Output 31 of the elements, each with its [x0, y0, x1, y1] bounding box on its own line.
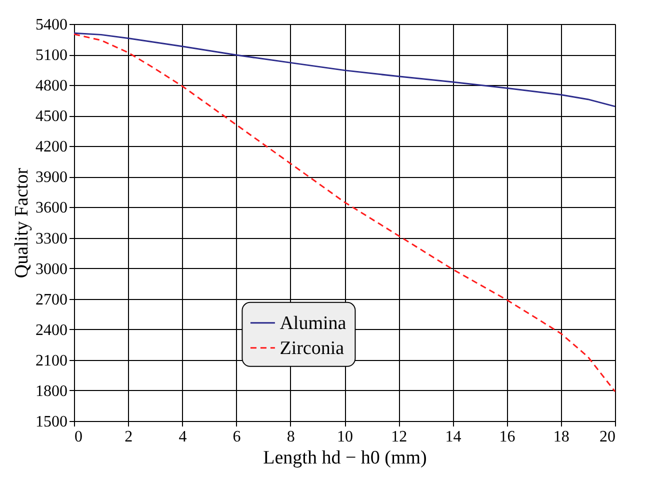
y-tick-label: 4800	[36, 78, 68, 95]
y-tick-label: 2700	[36, 291, 68, 308]
x-tick-label: 2	[124, 428, 133, 446]
y-tick-label: 5100	[36, 47, 68, 64]
x-tick-label: 12	[391, 428, 408, 446]
y-tick-label: 3600	[36, 200, 68, 217]
x-axis-title: Length hd − h0 (mm)	[263, 448, 427, 468]
x-tick-label: 6	[232, 428, 241, 446]
x-tick-label: 14	[445, 428, 462, 446]
y-tick-label: 3900	[36, 169, 68, 186]
x-tick-label: 16	[499, 428, 516, 446]
y-tick-label: 3000	[36, 260, 68, 278]
x-tick-label: 18	[553, 428, 570, 446]
y-tick-label: 5400	[36, 16, 68, 34]
y-tick-label: 4200	[36, 138, 68, 156]
line-series	[73, 32, 616, 108]
y-tick-label: 2100	[36, 352, 68, 370]
y-tick-label: 1800	[36, 382, 68, 400]
y-tick-label: 2400	[36, 322, 68, 339]
x-tick-label: 8	[286, 428, 295, 446]
x-tick-label: 10	[337, 428, 353, 446]
y-axis-title: Quality Factor	[12, 167, 32, 278]
x-tick-label: 4	[178, 428, 187, 446]
y-tick-label: 3300	[36, 230, 68, 248]
legend-label: Alumina	[280, 312, 347, 334]
x-tick-label: 20	[600, 428, 616, 446]
x-tick-label: 0	[74, 428, 82, 446]
y-tick-label: 4500	[36, 108, 68, 126]
legend-label: Zirconia	[280, 338, 345, 359]
y-tick-label: 1500	[36, 414, 68, 430]
line-series	[73, 33, 616, 392]
